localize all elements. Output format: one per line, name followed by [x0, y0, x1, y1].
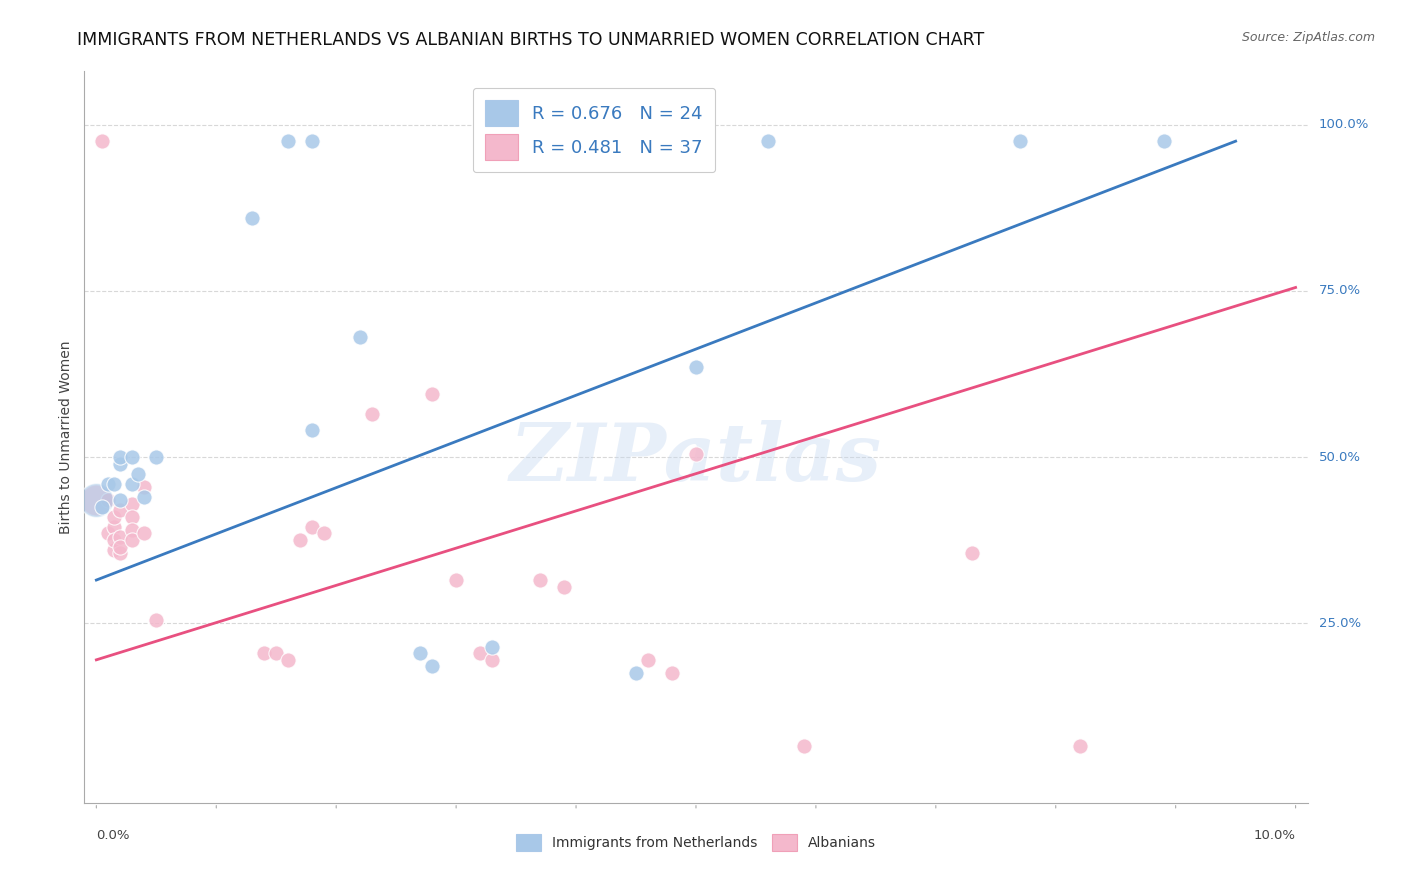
- Text: 0.0%: 0.0%: [97, 830, 129, 842]
- Text: 10.0%: 10.0%: [1254, 830, 1295, 842]
- Point: [1069, 739, 1091, 754]
- Point: [960, 546, 983, 560]
- Text: 75.0%: 75.0%: [1319, 285, 1361, 297]
- Point: [661, 666, 683, 681]
- Point: [277, 134, 299, 148]
- Point: [624, 666, 647, 681]
- Point: [301, 134, 323, 148]
- Text: ZIPatlas: ZIPatlas: [510, 420, 882, 498]
- Point: [553, 580, 575, 594]
- Point: [145, 613, 167, 627]
- Point: [121, 523, 143, 537]
- Point: [685, 447, 707, 461]
- Point: [103, 509, 125, 524]
- Point: [264, 646, 287, 660]
- Point: [97, 526, 120, 541]
- Point: [110, 540, 132, 554]
- Point: [420, 659, 443, 673]
- Text: 25.0%: 25.0%: [1319, 616, 1361, 630]
- Point: [481, 653, 503, 667]
- Point: [637, 653, 659, 667]
- Point: [145, 450, 167, 464]
- Text: 100.0%: 100.0%: [1319, 118, 1369, 131]
- Point: [103, 520, 125, 534]
- Text: 50.0%: 50.0%: [1319, 450, 1361, 464]
- Point: [409, 646, 432, 660]
- Point: [121, 497, 143, 511]
- Point: [86, 493, 108, 508]
- Point: [1153, 134, 1175, 148]
- Point: [253, 646, 276, 660]
- Point: [793, 739, 815, 754]
- Text: Source: ZipAtlas.com: Source: ZipAtlas.com: [1241, 31, 1375, 45]
- Point: [110, 546, 132, 560]
- Point: [361, 407, 384, 421]
- Point: [134, 490, 156, 504]
- Legend: Immigrants from Netherlands, Albanians: Immigrants from Netherlands, Albanians: [509, 827, 883, 858]
- Point: [91, 500, 114, 514]
- Point: [110, 503, 132, 517]
- Point: [420, 387, 443, 401]
- Point: [134, 480, 156, 494]
- Point: [444, 573, 467, 587]
- Point: [277, 653, 299, 667]
- Point: [121, 476, 143, 491]
- Point: [103, 533, 125, 548]
- Point: [110, 530, 132, 544]
- Point: [110, 493, 132, 508]
- Point: [301, 424, 323, 438]
- Point: [121, 509, 143, 524]
- Point: [97, 493, 120, 508]
- Point: [290, 533, 312, 548]
- Point: [127, 467, 149, 481]
- Point: [110, 457, 132, 471]
- Point: [97, 476, 120, 491]
- Point: [685, 360, 707, 375]
- Point: [349, 330, 371, 344]
- Point: [240, 211, 263, 225]
- Point: [91, 134, 114, 148]
- Point: [468, 646, 491, 660]
- Point: [314, 526, 336, 541]
- Text: IMMIGRANTS FROM NETHERLANDS VS ALBANIAN BIRTHS TO UNMARRIED WOMEN CORRELATION CH: IMMIGRANTS FROM NETHERLANDS VS ALBANIAN …: [77, 31, 984, 49]
- Point: [103, 476, 125, 491]
- Point: [1008, 134, 1031, 148]
- Point: [121, 450, 143, 464]
- Y-axis label: Births to Unmarried Women: Births to Unmarried Women: [59, 341, 73, 533]
- Point: [301, 520, 323, 534]
- Point: [134, 526, 156, 541]
- Point: [121, 533, 143, 548]
- Point: [529, 573, 551, 587]
- Point: [110, 450, 132, 464]
- Point: [481, 640, 503, 654]
- Point: [103, 543, 125, 558]
- Point: [86, 493, 108, 508]
- Point: [756, 134, 779, 148]
